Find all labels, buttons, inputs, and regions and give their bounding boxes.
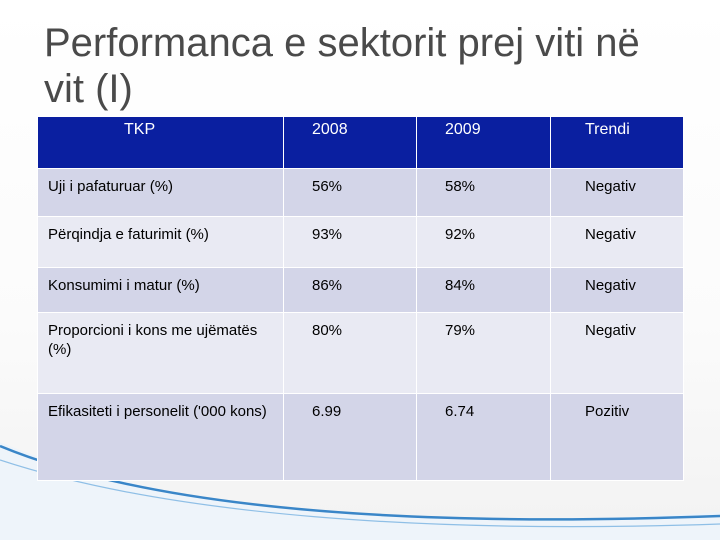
table-row: Efikasiteti i personelit ('000 kons) 6.9… xyxy=(37,393,684,481)
value-2009-cell: 84% xyxy=(416,267,551,313)
value-2008-cell: 80% xyxy=(283,312,417,394)
value-2008-cell: 6.99 xyxy=(283,393,417,481)
table-row: Proporcioni i kons me ujëmatës (%) 80% 7… xyxy=(37,312,684,394)
table-row: Përqindja e faturimit (%) 93% 92% Negati… xyxy=(37,216,684,268)
performance-table: TKP 2008 2009 Trendi Uji i pafaturuar (%… xyxy=(37,116,684,481)
header-tkp: TKP xyxy=(37,116,284,169)
indicator-cell: Proporcioni i kons me ujëmatës (%) xyxy=(37,312,284,394)
indicator-cell: Uji i pafaturuar (%) xyxy=(37,168,284,217)
value-2008-cell: 86% xyxy=(283,267,417,313)
value-2009-cell: 92% xyxy=(416,216,551,268)
trend-cell: Negativ xyxy=(550,216,684,268)
value-2009-cell: 6.74 xyxy=(416,393,551,481)
header-2008: 2008 xyxy=(283,116,417,169)
indicator-cell: Konsumimi i matur (%) xyxy=(37,267,284,313)
value-2009-cell: 58% xyxy=(416,168,551,217)
table-row: Konsumimi i matur (%) 86% 84% Negativ xyxy=(37,267,684,313)
trend-cell: Negativ xyxy=(550,312,684,394)
indicator-cell: Efikasiteti i personelit ('000 kons) xyxy=(37,393,284,481)
value-2008-cell: 56% xyxy=(283,168,417,217)
trend-cell: Pozitiv xyxy=(550,393,684,481)
trend-cell: Negativ xyxy=(550,168,684,217)
indicator-cell: Përqindja e faturimit (%) xyxy=(37,216,284,268)
value-2008-cell: 93% xyxy=(283,216,417,268)
table-header-row: TKP 2008 2009 Trendi xyxy=(37,116,684,169)
header-trend: Trendi xyxy=(550,116,684,169)
trend-cell: Negativ xyxy=(550,267,684,313)
header-2009: 2009 xyxy=(416,116,551,169)
slide-title: Performanca e sektorit prej viti në vit … xyxy=(44,21,640,111)
value-2009-cell: 79% xyxy=(416,312,551,394)
table-row: Uji i pafaturuar (%) 56% 58% Negativ xyxy=(37,168,684,217)
